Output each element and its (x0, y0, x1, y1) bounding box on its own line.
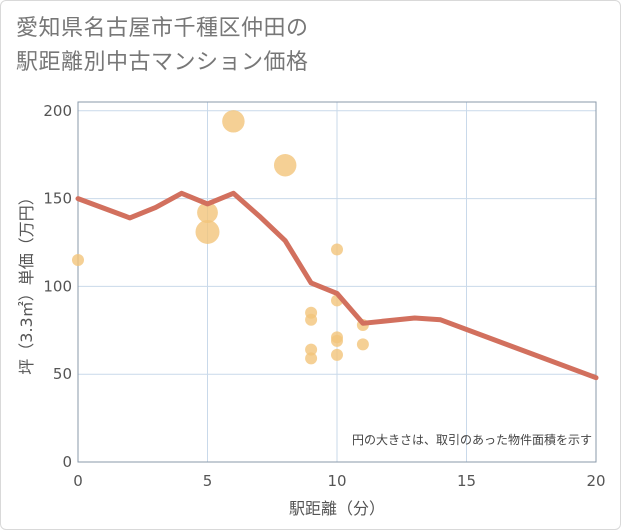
x-tick-label: 20 (586, 472, 605, 490)
plot-frame (77, 101, 597, 463)
x-tick-label: 10 (327, 472, 346, 490)
x-axis-label: 駅距離（分） (289, 499, 385, 518)
scatter-point (331, 243, 343, 256)
grid-lines (78, 102, 596, 462)
x-tick-label: 5 (203, 472, 213, 490)
scatter-point (305, 352, 318, 365)
chart-title-line2: 駅距離別中古マンション価格 (16, 50, 309, 75)
y-tick-labels: 0 50 100 150 200 (43, 102, 72, 471)
x-tick-label: 15 (457, 472, 476, 490)
x-tick-label: 0 (73, 472, 83, 490)
y-tick-label: 0 (62, 453, 72, 471)
scatter-point (331, 334, 343, 347)
y-tick-label: 200 (43, 102, 72, 120)
scatter-point (197, 202, 218, 224)
chart-title-line1: 愛知県名古屋市千種区仲田の (16, 16, 309, 41)
scatter-series (72, 110, 369, 365)
y-tick-label: 150 (43, 190, 72, 208)
scatter-point (195, 219, 220, 244)
scatter-point (222, 110, 245, 133)
scatter-point (305, 313, 318, 326)
x-tick-labels: 0 5 10 15 20 (73, 472, 605, 490)
scatter-point (331, 348, 343, 361)
y-axis-label: 坪（3.3㎡）単価（万円） (17, 189, 36, 374)
scatter-point (305, 343, 318, 356)
scatter-point (356, 338, 369, 351)
y-tick-label: 50 (53, 365, 72, 383)
average-price-line (75, 190, 599, 381)
scatter-point (273, 153, 297, 177)
bubble-size-note: 円の大きさは、取引のあった物件面積を示す (352, 432, 592, 447)
scatter-point (72, 254, 84, 267)
y-tick-label: 100 (43, 277, 72, 295)
chart-title: 愛知県名古屋市千種区仲田の 駅距離別中古マンション価格 (16, 12, 309, 80)
